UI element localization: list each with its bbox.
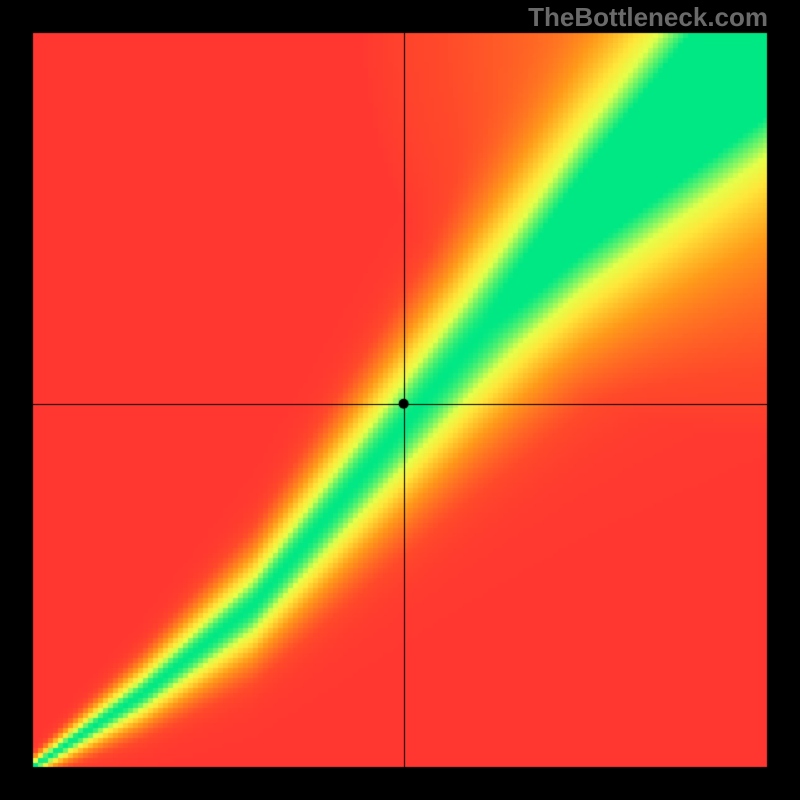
chart-frame: TheBottleneck.com bbox=[0, 0, 800, 800]
watermark-text: TheBottleneck.com bbox=[528, 2, 768, 33]
bottleneck-heatmap bbox=[0, 0, 800, 800]
